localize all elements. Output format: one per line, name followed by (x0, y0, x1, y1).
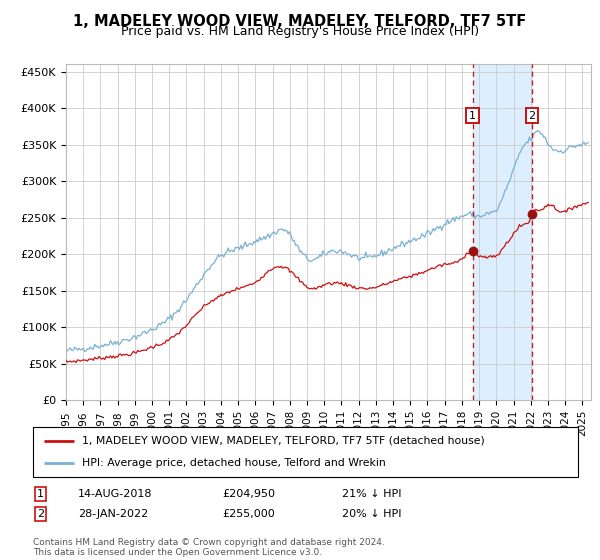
Text: 1, MADELEY WOOD VIEW, MADELEY, TELFORD, TF7 5TF (detached house): 1, MADELEY WOOD VIEW, MADELEY, TELFORD, … (82, 436, 485, 446)
Text: 14-AUG-2018: 14-AUG-2018 (78, 489, 152, 499)
Text: £255,000: £255,000 (222, 508, 275, 519)
Text: HPI: Average price, detached house, Telford and Wrekin: HPI: Average price, detached house, Telf… (82, 458, 386, 468)
Bar (473, 64, 532, 400)
Text: 1: 1 (37, 489, 44, 499)
FancyBboxPatch shape (33, 427, 578, 477)
Text: 20% ↓ HPI: 20% ↓ HPI (342, 508, 401, 519)
Text: 2: 2 (529, 110, 536, 120)
Text: 21% ↓ HPI: 21% ↓ HPI (342, 489, 401, 499)
Text: Contains HM Land Registry data © Crown copyright and database right 2024.
This d: Contains HM Land Registry data © Crown c… (33, 538, 385, 557)
Text: 28-JAN-2022: 28-JAN-2022 (78, 508, 148, 519)
Text: Price paid vs. HM Land Registry's House Price Index (HPI): Price paid vs. HM Land Registry's House … (121, 25, 479, 38)
Text: 1: 1 (469, 110, 476, 120)
Text: 1, MADELEY WOOD VIEW, MADELEY, TELFORD, TF7 5TF: 1, MADELEY WOOD VIEW, MADELEY, TELFORD, … (73, 14, 527, 29)
Text: £204,950: £204,950 (222, 489, 275, 499)
Text: 2: 2 (37, 508, 44, 519)
